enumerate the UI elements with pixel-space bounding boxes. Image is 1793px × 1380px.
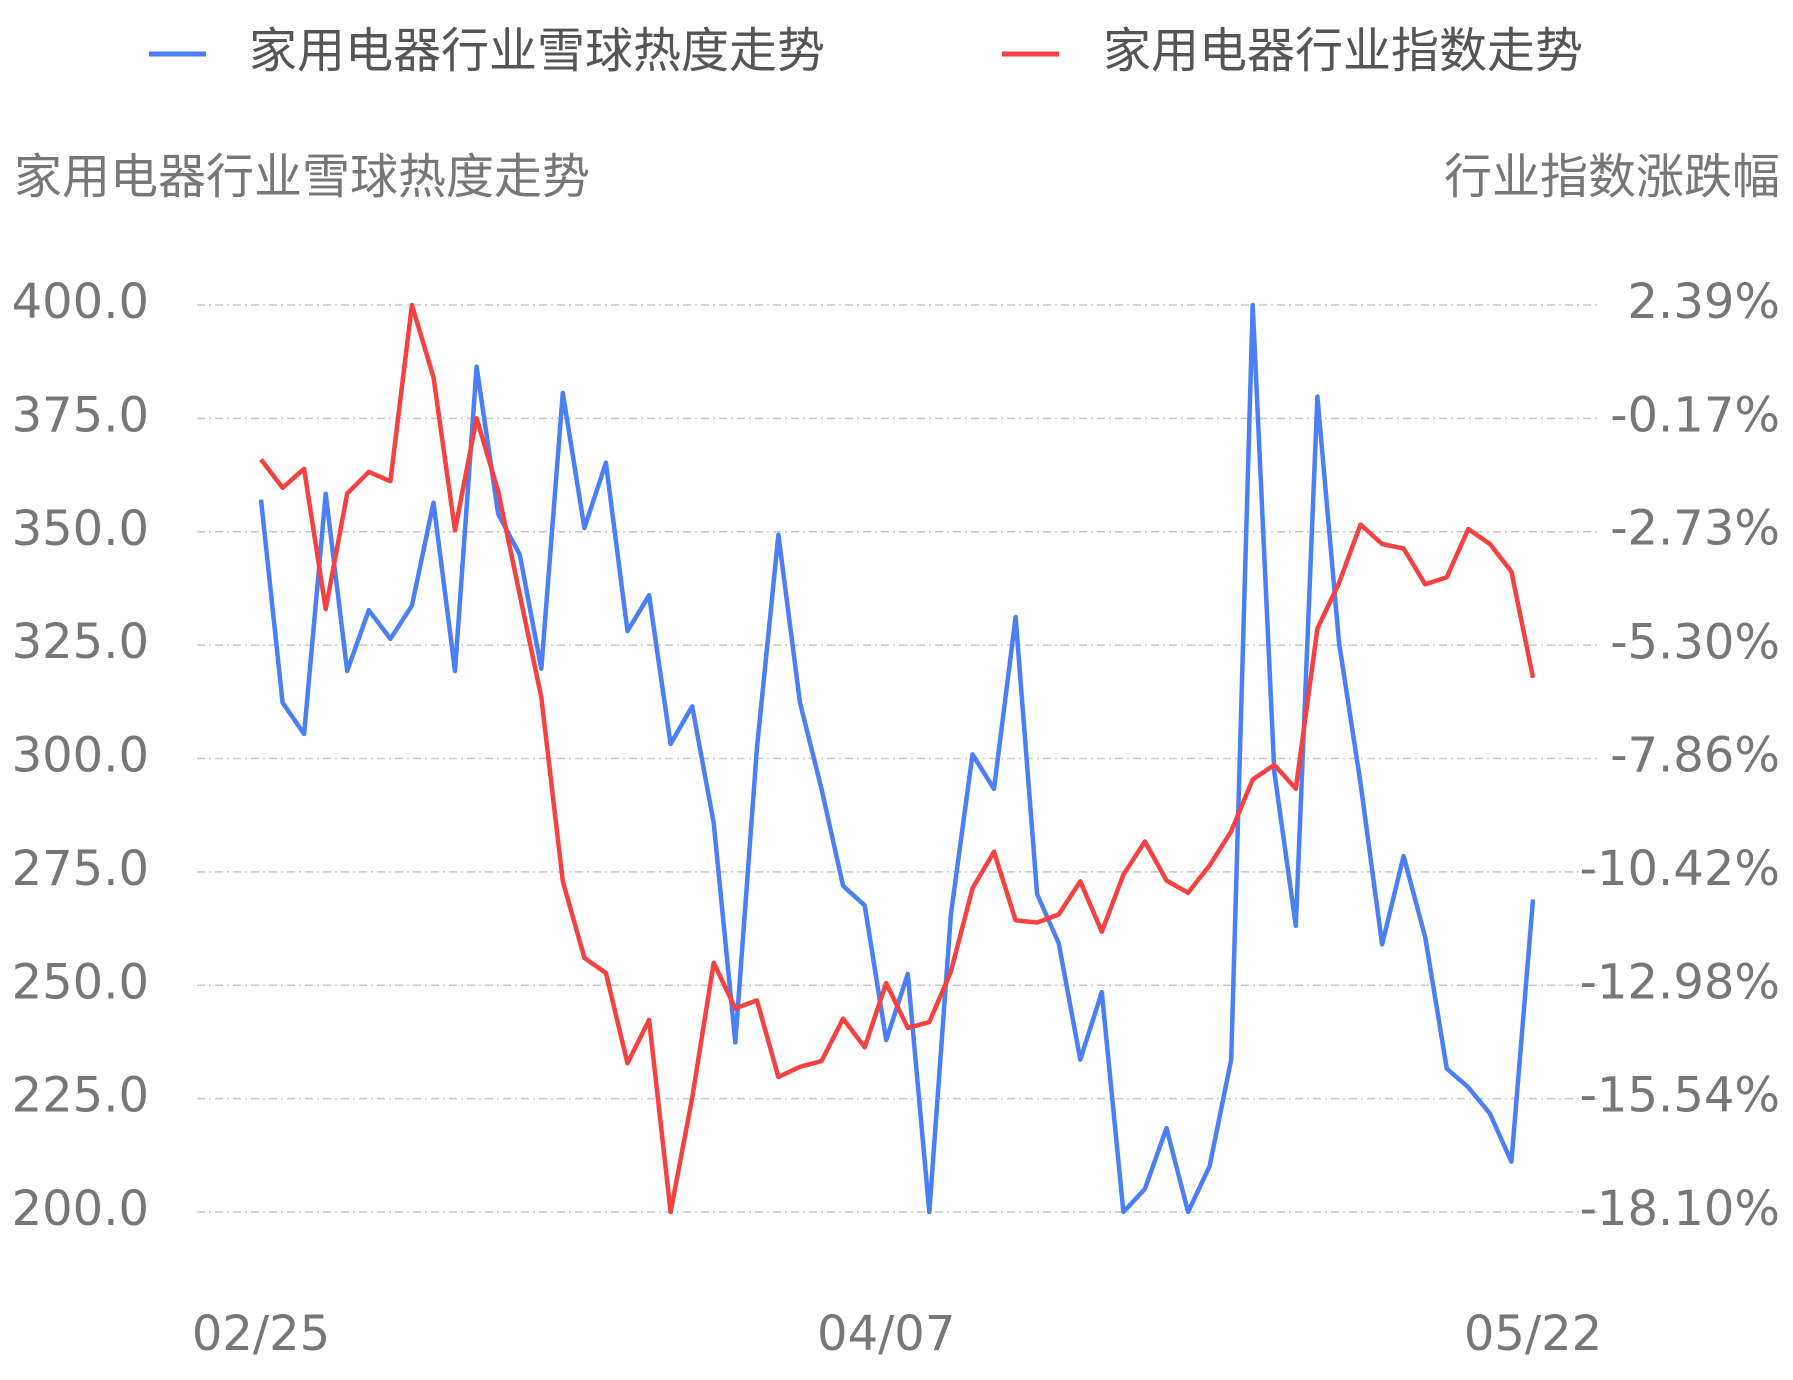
x-tick-label: 05/22 bbox=[1464, 1306, 1602, 1362]
y-tick-label: 325.0 bbox=[12, 614, 149, 670]
y-tick-label: 200.0 bbox=[12, 1181, 149, 1237]
x-tick-label: 02/25 bbox=[192, 1306, 330, 1362]
y2-axis-title: 行业指数涨跌幅 bbox=[1444, 149, 1780, 205]
y2-tick-label: -10.42% bbox=[1580, 841, 1780, 897]
y-axis-title: 家用电器行业雪球热度走势 bbox=[14, 149, 590, 205]
y-tick-label: 250.0 bbox=[12, 954, 149, 1010]
y2-tick-label: -7.86% bbox=[1610, 728, 1780, 784]
y2-tick-label: -2.73% bbox=[1610, 501, 1780, 557]
y-tick-label: 275.0 bbox=[12, 841, 149, 897]
y-tick-label: 300.0 bbox=[12, 728, 149, 784]
y-tick-label: 225.0 bbox=[12, 1068, 149, 1124]
y2-tick-label: -12.98% bbox=[1580, 954, 1780, 1010]
x-tick-label: 04/07 bbox=[817, 1306, 955, 1362]
y-tick-label: 400.0 bbox=[12, 274, 149, 330]
legend-label: 家用电器行业指数走势 bbox=[1103, 23, 1583, 79]
y2-tick-label: -15.54% bbox=[1580, 1068, 1780, 1124]
y2-tick-label: -5.30% bbox=[1610, 614, 1780, 670]
series-line bbox=[259, 302, 1536, 1215]
y2-tick-label: -0.17% bbox=[1610, 387, 1780, 443]
y-tick-label: 375.0 bbox=[12, 387, 149, 443]
y2-tick-label: -18.10% bbox=[1580, 1181, 1780, 1237]
y2-tick-label: 2.39% bbox=[1628, 274, 1780, 330]
legend: 家用电器行业雪球热度走势 家用电器行业指数走势 bbox=[149, 23, 1583, 79]
y-tick-label: 350.0 bbox=[12, 501, 149, 557]
legend-label: 家用电器行业雪球热度走势 bbox=[249, 23, 825, 79]
